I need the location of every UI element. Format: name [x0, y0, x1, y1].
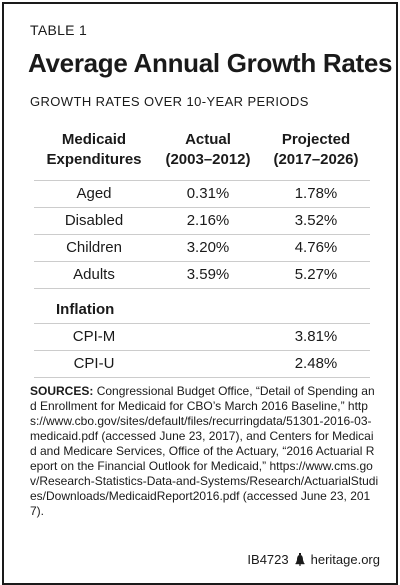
table-subtitle: GROWTH RATES OVER 10-YEAR PERIODS: [30, 94, 309, 109]
row-label: Adults: [73, 266, 115, 283]
sources-text: Congressional Budget Office, “Detail of …: [30, 384, 379, 518]
footer-site: heritage.org: [310, 552, 380, 567]
row-label: Aged: [76, 185, 112, 202]
row-projected: 5.27%: [294, 266, 338, 283]
row-label: CPI-U: [73, 355, 115, 372]
table-number: TABLE 1: [30, 22, 88, 38]
table-row: Adults 3.59% 5.27%: [34, 262, 370, 289]
sources-note: SOURCES: Congressional Budget Office, “D…: [30, 384, 380, 519]
table-row: CPI-M 3.81%: [34, 324, 370, 351]
inflation-section-heading: Inflation: [34, 289, 370, 324]
row-projected: 1.78%: [294, 185, 338, 202]
table-header: Medicaid Expenditures Actual (2003–2012)…: [34, 120, 370, 181]
row-projected: 3.81%: [294, 328, 338, 345]
row-actual: 2.16%: [186, 212, 230, 229]
growth-rates-table: Medicaid Expenditures Actual (2003–2012)…: [34, 120, 370, 378]
row-label: Disabled: [64, 212, 124, 229]
table-row: Aged 0.31% 1.78%: [34, 181, 370, 208]
row-label: CPI-M: [72, 328, 116, 345]
footer-id: IB4723: [247, 552, 289, 567]
sources-label: SOURCES:: [30, 384, 94, 398]
header-actual: Actual (2003–2012): [165, 131, 251, 168]
table-row: Disabled 2.16% 3.52%: [34, 208, 370, 235]
row-projected: 3.52%: [294, 212, 338, 229]
footer: IB4723 heritage.org: [247, 552, 380, 567]
row-projected: 2.48%: [294, 355, 338, 372]
row-label: Children: [66, 239, 122, 256]
page-title: Average Annual Growth Rates: [28, 48, 393, 78]
row-actual: 3.59%: [186, 266, 230, 283]
row-projected: 4.76%: [294, 239, 338, 256]
table-row: CPI-U 2.48%: [34, 351, 370, 378]
row-actual: 0.31%: [186, 185, 230, 202]
header-projected: Projected (2017–2026): [273, 131, 359, 168]
header-expenditures: Medicaid Expenditures: [46, 131, 142, 168]
row-actual: 3.20%: [186, 239, 230, 256]
liberty-bell-icon: [295, 553, 305, 566]
table-row: Children 3.20% 4.76%: [34, 235, 370, 262]
